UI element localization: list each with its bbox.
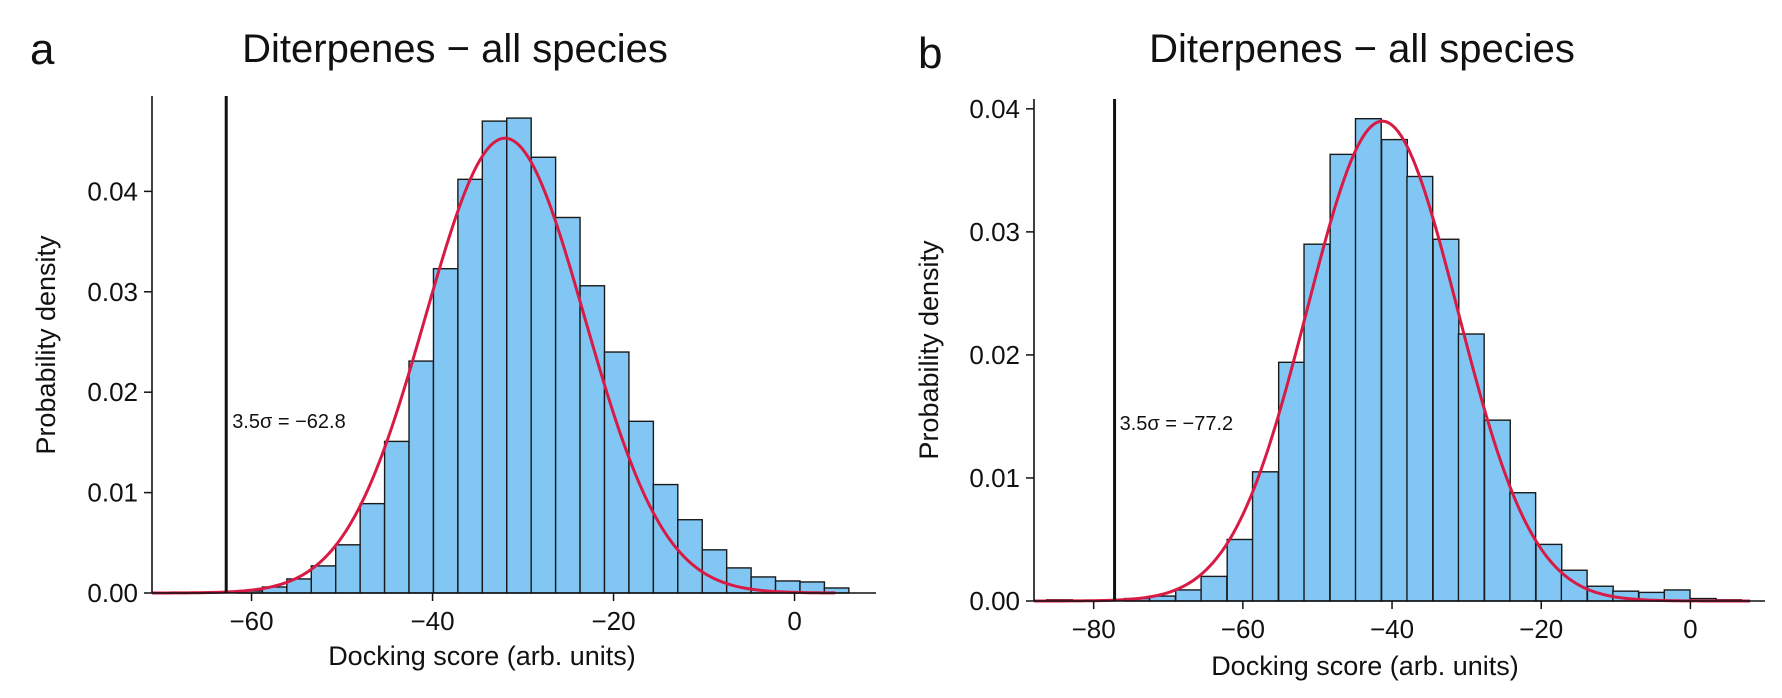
histogram-bar (1251, 471, 1279, 602)
histogram-bar (530, 156, 557, 594)
x-tick-label: −60 (229, 606, 273, 636)
histogram-bar (603, 351, 630, 594)
x-tick-label: −20 (591, 606, 635, 636)
y-tick-label: 0.03 (87, 277, 138, 307)
histogram-bar (1175, 589, 1203, 602)
histogram-bar (1354, 117, 1382, 602)
histogram-bar (335, 544, 361, 594)
histogram-bar (1432, 238, 1460, 602)
panel-letter: b (918, 29, 942, 78)
histogram-bar (1303, 243, 1331, 602)
gaussian-fit-curve (151, 136, 836, 595)
y-axis-label: Probability density (914, 240, 944, 460)
y-tick-label: 0.04 (969, 94, 1020, 124)
x-tick-label: −40 (410, 606, 454, 636)
y-tick-label: 0.01 (969, 463, 1020, 493)
histogram-bar (1535, 543, 1563, 602)
histogram-bar (1329, 153, 1357, 602)
x-tick-label: −80 (1072, 614, 1116, 644)
x-axis-label: Docking score (arb. units) (328, 641, 636, 671)
y-tick-label: 0.00 (969, 586, 1020, 616)
x-tick-label: 0 (1683, 614, 1697, 644)
histogram-bar (1406, 175, 1434, 602)
histogram-bar (701, 549, 728, 594)
y-tick-label: 0.04 (87, 176, 138, 206)
x-tick-label: 0 (787, 606, 801, 636)
histogram-bar (579, 285, 606, 594)
chart-title: Diterpenes − all species (1149, 27, 1575, 71)
histogram-bar (677, 519, 703, 594)
y-tick-label: 0.01 (87, 478, 138, 508)
histogram-bar (408, 360, 435, 594)
histogram-bar (506, 117, 532, 594)
panel-letter: a (30, 25, 55, 74)
histogram-bar (554, 216, 581, 594)
threshold-annotation: 3.5σ = −77.2 (1120, 413, 1234, 435)
y-tick-label: 0.03 (969, 217, 1020, 247)
y-tick-label: 0.02 (87, 377, 138, 407)
panel-a: a Diterpenes − all species 3.5σ = −62.8 −… (30, 25, 876, 671)
histogram-bar (1380, 138, 1409, 602)
histogram-bar (481, 120, 508, 594)
histogram-bar (652, 483, 679, 594)
histogram-bar (310, 565, 337, 594)
x-tick-label: −60 (1221, 614, 1265, 644)
x-tick-label: −40 (1370, 614, 1414, 644)
panel-b: b Diterpenes − all species 3.5σ = −77.2 −… (914, 27, 1765, 681)
y-tick-label: 0.00 (87, 578, 138, 608)
gaussian-fit-curve (1034, 119, 1751, 603)
plot-area: 3.5σ = −62.8 −60 −40 −20 0 0.00 0.01 0.02 0.03 0.… (87, 96, 850, 636)
histogram-bar (1226, 538, 1254, 602)
histogram-bar (359, 502, 386, 594)
y-tick-label: 0.02 (969, 340, 1020, 370)
x-tick-label: −20 (1519, 614, 1563, 644)
histogram-bar (383, 440, 410, 594)
histogram-bar (1457, 333, 1485, 602)
plot-area: 3.5σ = −77.2 −80 −60 −40 −20 0 0.00 0.01 0.02 0.0… (969, 94, 1751, 644)
histogram-bar (457, 178, 484, 594)
histogram-bar (432, 267, 459, 594)
chart-title: Diterpenes − all species (242, 27, 668, 71)
histogram-bar (1200, 575, 1228, 602)
threshold-annotation: 3.5σ = −62.8 (232, 411, 346, 433)
histogram-bar (1509, 492, 1537, 602)
y-axis-label: Probability density (31, 235, 61, 455)
x-axis-label: Docking score (arb. units) (1211, 651, 1519, 681)
